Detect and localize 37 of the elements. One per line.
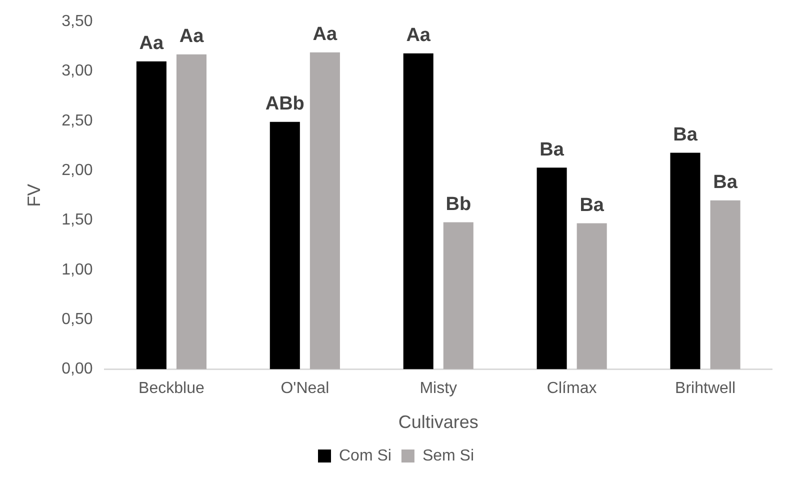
data-label: Aa — [406, 25, 431, 46]
data-label: Aa — [312, 24, 338, 46]
bar — [176, 54, 206, 370]
y-tick-label: 1,50 — [62, 212, 93, 229]
data-label: Ba — [540, 139, 564, 160]
bar — [403, 53, 434, 370]
y-tick-label: 0,50 — [62, 310, 93, 328]
data-label: Ba — [673, 124, 698, 146]
data-label: Ba — [580, 194, 604, 216]
data-label: ABb — [265, 94, 304, 115]
x-tick-label: O'Neal — [280, 380, 330, 398]
x-axis-title: Cultivares — [398, 412, 478, 432]
x-tick-label: Brihtwell — [675, 380, 736, 398]
bar — [710, 200, 740, 370]
bar — [670, 152, 700, 370]
legend-label: Sem Si — [422, 447, 474, 464]
y-axis-title: FV — [24, 184, 44, 207]
bar — [443, 222, 474, 370]
data-label: Aa — [139, 33, 164, 54]
y-tick-label: 3,00 — [62, 62, 93, 80]
y-tick-label: 2,50 — [62, 112, 93, 130]
y-tick-label: 0,00 — [62, 360, 93, 378]
data-label: Bb — [446, 194, 472, 215]
y-tick-label: 2,00 — [62, 162, 93, 179]
y-tick-label: 1,00 — [62, 261, 93, 278]
x-tick-label: Misty — [420, 380, 458, 398]
x-tick-label: Beckblue — [138, 380, 204, 398]
bar — [536, 168, 567, 370]
bar — [310, 52, 340, 370]
bar — [576, 223, 607, 370]
legend-label: Com Si — [338, 447, 392, 464]
bar — [270, 122, 300, 370]
data-label: Aa — [179, 26, 204, 48]
bar — [136, 61, 166, 370]
data-label: Ba — [713, 172, 738, 194]
x-tick-label: Clímax — [546, 380, 597, 398]
y-tick-label: 3,50 — [62, 13, 93, 30]
